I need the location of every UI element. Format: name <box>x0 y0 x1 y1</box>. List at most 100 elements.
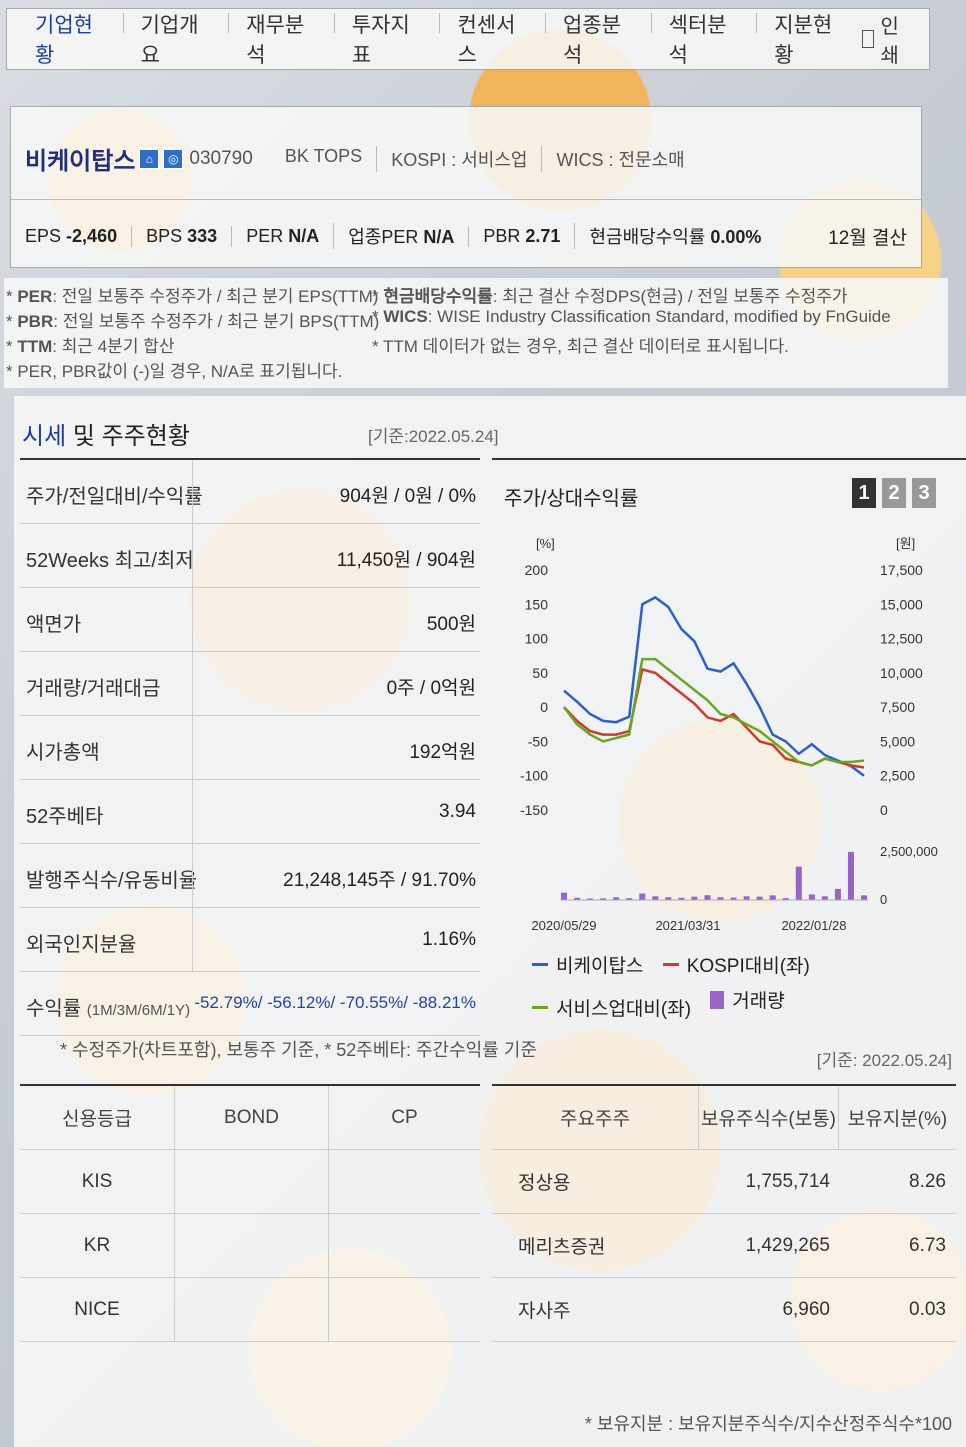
table-row: 주가/전일대비/수익률 904원 / 0원 / 0% <box>20 460 480 524</box>
tab-industry-analysis[interactable]: 업종분석 <box>545 9 651 69</box>
x-tick-label: 2022/01/28 <box>781 918 846 933</box>
tab-company-status[interactable]: 기업현황 <box>35 14 93 67</box>
series-line-2 <box>563 657 865 767</box>
series-line-0 <box>563 595 865 777</box>
print-icon <box>861 30 875 48</box>
right-axis-unit: [원] <box>896 536 915 551</box>
major-shareholders-table: 주요주주 보유주식수(보통) 보유지분(%) 정상용 1,755,714 8.2… <box>492 1084 956 1342</box>
price-footnote: * 수정주가(차트포함), 보통주 기준, * 52주베타: 주간수익률 기준 <box>60 1040 537 1060</box>
table-row: 52Weeks 최고/최저 11,450원 / 904원 <box>20 524 480 588</box>
legend-bktops: 비케이탑스 <box>532 951 643 978</box>
market-sector: KOSPI : 서비스업 <box>376 145 541 172</box>
print-label: 인쇄 <box>880 16 899 67</box>
left-axis-unit: [%] <box>536 536 555 551</box>
legend-volume: 거래량 <box>710 986 785 1013</box>
table-row: 정상용 1,755,714 8.26 <box>492 1150 956 1214</box>
note-ttm: * TTM: 최근 4분기 합산 <box>6 337 175 356</box>
chart-page-2[interactable]: 2 <box>882 478 906 508</box>
volume-bar <box>743 896 750 900</box>
table-row: NICE <box>20 1278 480 1342</box>
volume-tick-label: 0 <box>880 892 887 907</box>
chart-pager: 1 2 3 <box>852 478 936 508</box>
note-na: * PER, PBR값이 (-)일 경우, N/A로 표기됩니다. <box>6 362 343 381</box>
table-row: 액면가 500원 <box>20 588 480 652</box>
volume-bar <box>574 897 581 900</box>
chart-legend: 비케이탑스 KOSPI대비(좌) 서비스업대비(좌) 거래량 <box>532 950 952 1029</box>
volume-bar <box>769 895 776 900</box>
volume-bar <box>756 896 763 900</box>
volume-bar <box>782 898 789 900</box>
stock-code: 030790 <box>189 147 253 169</box>
volume-bar <box>561 892 567 900</box>
chart-page-1[interactable]: 1 <box>852 478 876 508</box>
volume-bar <box>704 895 711 900</box>
left-tick-label: 100 <box>525 631 549 647</box>
chart-page-3[interactable]: 3 <box>912 478 936 508</box>
print-button[interactable]: 인쇄 <box>861 10 913 68</box>
right-tick-label: 7,500 <box>880 699 915 715</box>
left-tick-label: 50 <box>532 665 548 681</box>
price-chart-panel: 주가/상대수익률 1 2 3 [%] [원] 200 150 100 50 0 -50 -100… <box>492 458 966 1020</box>
note-ttm-missing: * TTM 데이터가 없는 경우, 최근 결산 데이터로 표시됩니다. <box>372 337 789 356</box>
note-per: * PER: 전일 보통주 수정주가 / 최근 분기 EPS(TTM) <box>6 287 379 306</box>
section-title: 시세 및 주주현황 <box>22 423 190 450</box>
tab-sector-analysis[interactable]: 섹터분석 <box>650 9 757 69</box>
table-row: KR <box>20 1214 480 1278</box>
left-tick-label: 200 <box>525 562 549 578</box>
holders-date: [기준: 2022.05.24] <box>816 1051 952 1070</box>
tab-consensus[interactable]: 컨센서스 <box>439 9 545 69</box>
metric-dividend-yield: 현금배당수익률 0.00% <box>574 223 775 249</box>
left-tick-label: -150 <box>520 802 548 818</box>
wics-sector: WICS : 전문소매 <box>541 145 698 172</box>
volume-bar <box>678 897 685 900</box>
credit-rating-table: 신용등급 BOND CP KIS KR NICE <box>20 1084 480 1342</box>
volume-bar <box>795 866 802 900</box>
table-row: 52주베타 3.94 <box>20 780 480 844</box>
left-tick-label: 150 <box>525 596 549 612</box>
right-tick-label: 0 <box>880 802 888 818</box>
home-icon[interactable]: ⌂ <box>139 148 160 169</box>
volume-bar <box>834 888 841 900</box>
settlement-month: 12월 결산 <box>828 228 907 249</box>
company-summary: 비케이탑스 ⌂ ◎ 030790 BK TOPS KOSPI : 서비스업 WI… <box>10 106 922 268</box>
x-tick-label: 2021/03/31 <box>655 918 720 933</box>
ir-icon[interactable]: ◎ <box>163 148 184 169</box>
volume-tick-label: 2,500,000 <box>880 844 938 859</box>
volume-bar <box>861 895 867 900</box>
volume-bar <box>600 898 607 900</box>
metric-per: PER N/A <box>231 225 333 247</box>
price-table: 주가/전일대비/수익률 904원 / 0원 / 0% 52Weeks 최고/최저 1… <box>20 458 480 1036</box>
volume-bar <box>691 896 698 900</box>
table-header: 신용등급 BOND CP <box>20 1086 480 1150</box>
price-shareholder-section: 시세 및 주주현황 [기준:2022.05.24] 주가/전일대비/수익률 904… <box>14 396 966 1447</box>
top-tab-bar: 기업현황 기업개요 재무분석 투자지표 컨센서스 업종분석 섹터분석 지분현황 … <box>6 8 930 70</box>
volume-bar <box>626 898 633 900</box>
legend-kospi: KOSPI대비(좌) <box>662 951 810 978</box>
table-row: KIS <box>20 1150 480 1214</box>
tab-shareholding[interactable]: 지분현황 <box>756 9 862 69</box>
left-tick-label: -50 <box>528 733 548 749</box>
volume-bar <box>821 896 828 900</box>
x-tick-label: 2020/05/29 <box>531 918 596 933</box>
right-tick-label: 5,000 <box>880 733 915 749</box>
right-tick-label: 15,000 <box>880 596 923 612</box>
volume-bar <box>587 898 594 900</box>
metric-bps: BPS 333 <box>131 225 231 247</box>
right-tick-label: 2,500 <box>880 768 915 784</box>
table-row: 시가총액 192억원 <box>20 716 480 780</box>
returns-value: -52.79%/ -56.12%/ -70.55%/ -88.21% <box>194 993 476 1012</box>
volume-bar <box>847 851 854 900</box>
tab-company-overview[interactable]: 기업개요 <box>122 9 229 69</box>
volume-bar <box>639 893 646 900</box>
company-eng-name: BK TOPS <box>284 145 363 166</box>
tab-financial-analysis[interactable]: 재무분석 <box>228 9 334 69</box>
left-tick-label: 0 <box>540 699 548 715</box>
table-header: 주요주주 보유주식수(보통) 보유지분(%) <box>492 1086 956 1150</box>
metric-pbr: PBR 2.71 <box>468 225 574 247</box>
note-wics: * WICS: WISE Industry Classification Sta… <box>372 307 891 326</box>
volume-bar <box>652 896 659 900</box>
table-row: 외국인지분율 1.16% <box>20 908 480 972</box>
volume-bar <box>730 897 737 900</box>
table-row: 거래량/거래대금 0주 / 0억원 <box>20 652 480 716</box>
tab-investment-indicators[interactable]: 투자지표 <box>333 9 440 69</box>
